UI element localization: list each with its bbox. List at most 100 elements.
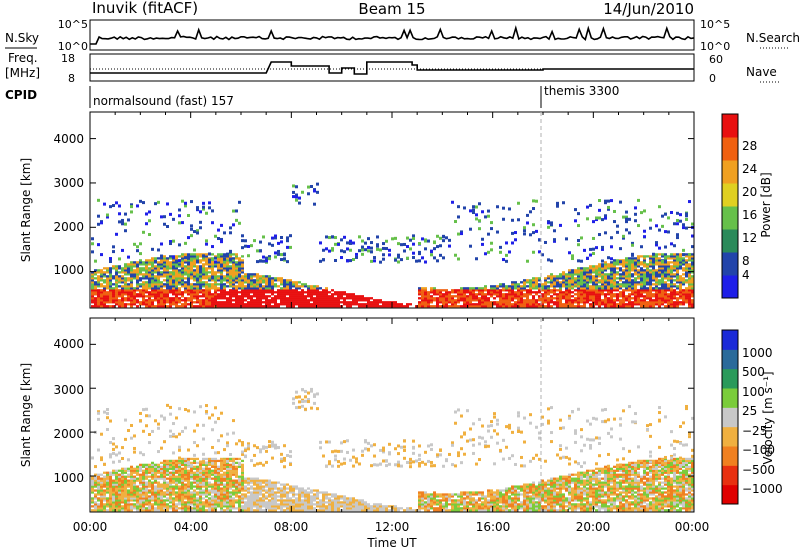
range-gate-cell [211, 287, 214, 289]
range-gate-cell [604, 265, 607, 267]
range-gate-cell [205, 285, 208, 287]
range-gate-cell [151, 476, 154, 478]
range-gate-cell [223, 466, 226, 468]
range-gate-cell [187, 466, 190, 468]
range-gate-cell [157, 427, 160, 430]
range-gate-cell [604, 305, 607, 307]
range-gate-cell [142, 297, 145, 299]
range-gate-cell [148, 263, 151, 265]
range-gate-cell [286, 287, 289, 289]
range-gate-cell [553, 283, 556, 285]
range-gate-cell [592, 287, 595, 289]
range-gate-cell [172, 273, 175, 275]
range-gate-cell [478, 303, 481, 305]
range-gate-cell [406, 245, 409, 248]
range-gate-cell [271, 283, 274, 285]
range-gate-cell [280, 277, 283, 279]
range-gate-cell [193, 499, 196, 501]
range-gate-cell [532, 283, 535, 285]
range-gate-cell [466, 295, 469, 297]
range-gate-cell [613, 281, 616, 283]
range-gate-cell [226, 265, 229, 267]
range-gate-cell [271, 291, 274, 293]
range-gate-cell [280, 253, 283, 256]
range-gate-cell [406, 257, 409, 260]
range-gate-cell [208, 303, 211, 305]
range-gate-cell [679, 277, 682, 279]
range-gate-cell [175, 283, 178, 285]
range-gate-cell [625, 261, 628, 263]
range-gate-cell [181, 495, 184, 497]
range-gate-cell [628, 279, 631, 281]
range-gate-cell [502, 287, 505, 289]
range-gate-cell [547, 303, 550, 305]
range-gate-cell [562, 279, 565, 281]
range-gate-cell [202, 281, 205, 283]
range-gate-cell [463, 305, 466, 307]
range-gate-cell [628, 285, 631, 287]
range-gate-cell [274, 283, 277, 285]
range-gate-cell [148, 481, 151, 483]
range-gate-cell [676, 291, 679, 293]
range-gate-cell [361, 299, 364, 301]
range-gate-cell [472, 205, 475, 208]
range-gate-cell [220, 509, 223, 511]
range-gate-cell [289, 297, 292, 299]
range-gate-cell [169, 485, 172, 487]
freq-tick-bottom: 8 [68, 72, 75, 85]
range-gate-cell [643, 263, 646, 265]
range-gate-cell [193, 468, 196, 470]
range-gate-cell [220, 491, 223, 493]
range-gate-cell [259, 289, 262, 291]
range-gate-cell [229, 476, 232, 478]
range-gate-cell [238, 283, 241, 285]
range-gate-cell [298, 281, 301, 283]
range-gate-cell [253, 239, 256, 242]
range-gate-cell [172, 269, 175, 271]
range-gate-cell [109, 273, 112, 275]
range-gate-cell [679, 281, 682, 283]
range-gate-cell [268, 505, 271, 507]
range-gate-cell [526, 285, 529, 287]
range-gate-cell [325, 299, 328, 301]
range-gate-cell [217, 460, 220, 462]
range-gate-cell [544, 299, 547, 301]
range-gate-cell [595, 246, 598, 249]
range-gate-cell [169, 495, 172, 497]
range-gate-cell [661, 215, 664, 218]
range-gate-cell [157, 472, 160, 474]
range-gate-cell [388, 253, 391, 256]
range-gate-cell [223, 303, 226, 305]
range-gate-cell [580, 291, 583, 293]
range-gate-cell [247, 499, 250, 501]
range-gate-cell [424, 293, 427, 295]
range-gate-cell [238, 267, 241, 269]
range-gate-cell [217, 295, 220, 297]
range-gate-cell [244, 493, 247, 495]
range-gate-cell [172, 499, 175, 501]
range-gate-cell [100, 456, 103, 459]
range-gate-cell [94, 493, 97, 495]
range-gate-cell [502, 295, 505, 297]
range-gate-cell [259, 487, 262, 489]
range-gate-cell [190, 271, 193, 273]
range-gate-cell [568, 295, 571, 297]
range-gate-cell [238, 487, 241, 489]
range-gate-cell [145, 275, 148, 277]
range-gate-cell [661, 295, 664, 297]
range-gate-cell [433, 256, 436, 259]
range-gate-cell [283, 301, 286, 303]
range-gate-cell [484, 303, 487, 305]
range-gate-cell [610, 269, 613, 271]
range-gate-cell [376, 305, 379, 307]
range-gate-cell [94, 497, 97, 499]
range-gate-cell [433, 241, 436, 244]
range-gate-cell [220, 275, 223, 277]
range-gate-cell [220, 481, 223, 483]
range-gate-cell [241, 293, 244, 295]
range-gate-cell [430, 289, 433, 291]
range-gate-cell [241, 289, 244, 291]
range-gate-cell [112, 437, 115, 440]
range-gate-cell [214, 275, 217, 277]
range-gate-cell [190, 491, 193, 493]
